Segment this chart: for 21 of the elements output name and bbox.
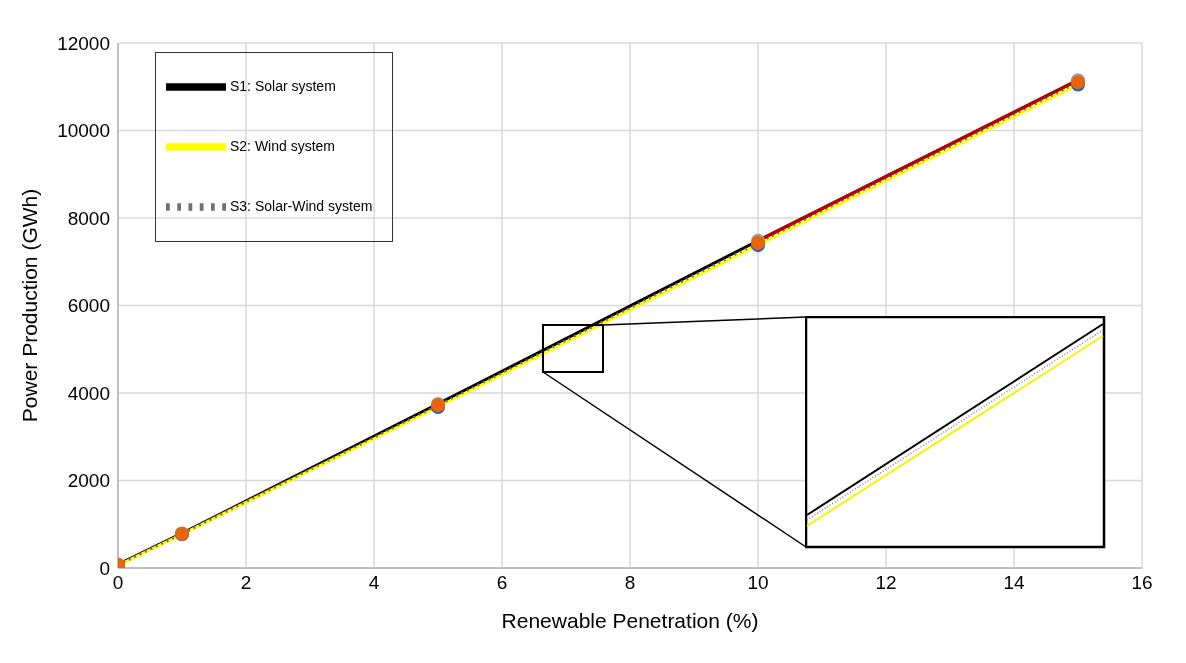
x-axis-title: Renewable Penetration (%) (501, 609, 759, 632)
x-tick-label: 6 (496, 572, 508, 594)
x-tick-label: 14 (1003, 572, 1025, 594)
x-tick-label: 10 (747, 572, 769, 594)
y-axis-title: Power Production (GWh) (18, 188, 42, 423)
x-tick-label: 12 (875, 572, 897, 594)
x-tick-label: 0 (112, 572, 124, 594)
x-tick-label: 2 (240, 572, 252, 594)
legend-label: S1: Solar system (230, 77, 336, 94)
y-tick-label: 0 (99, 557, 110, 579)
y-tick-label: 4000 (67, 382, 110, 404)
y-tick-label: 6000 (67, 295, 110, 317)
y-tick-label: 8000 (67, 207, 110, 229)
y-tick-label: 12000 (57, 32, 110, 54)
x-tick-label: 8 (624, 572, 636, 594)
y-tick-label: 2000 (67, 470, 110, 492)
legend-label: S2: Wind system (230, 137, 336, 154)
y-tick-label: 10000 (57, 120, 110, 142)
x-tick-label: 16 (1131, 572, 1153, 594)
legend-label: S3: Solar-Wind system (230, 197, 373, 214)
x-tick-label: 4 (368, 572, 380, 594)
